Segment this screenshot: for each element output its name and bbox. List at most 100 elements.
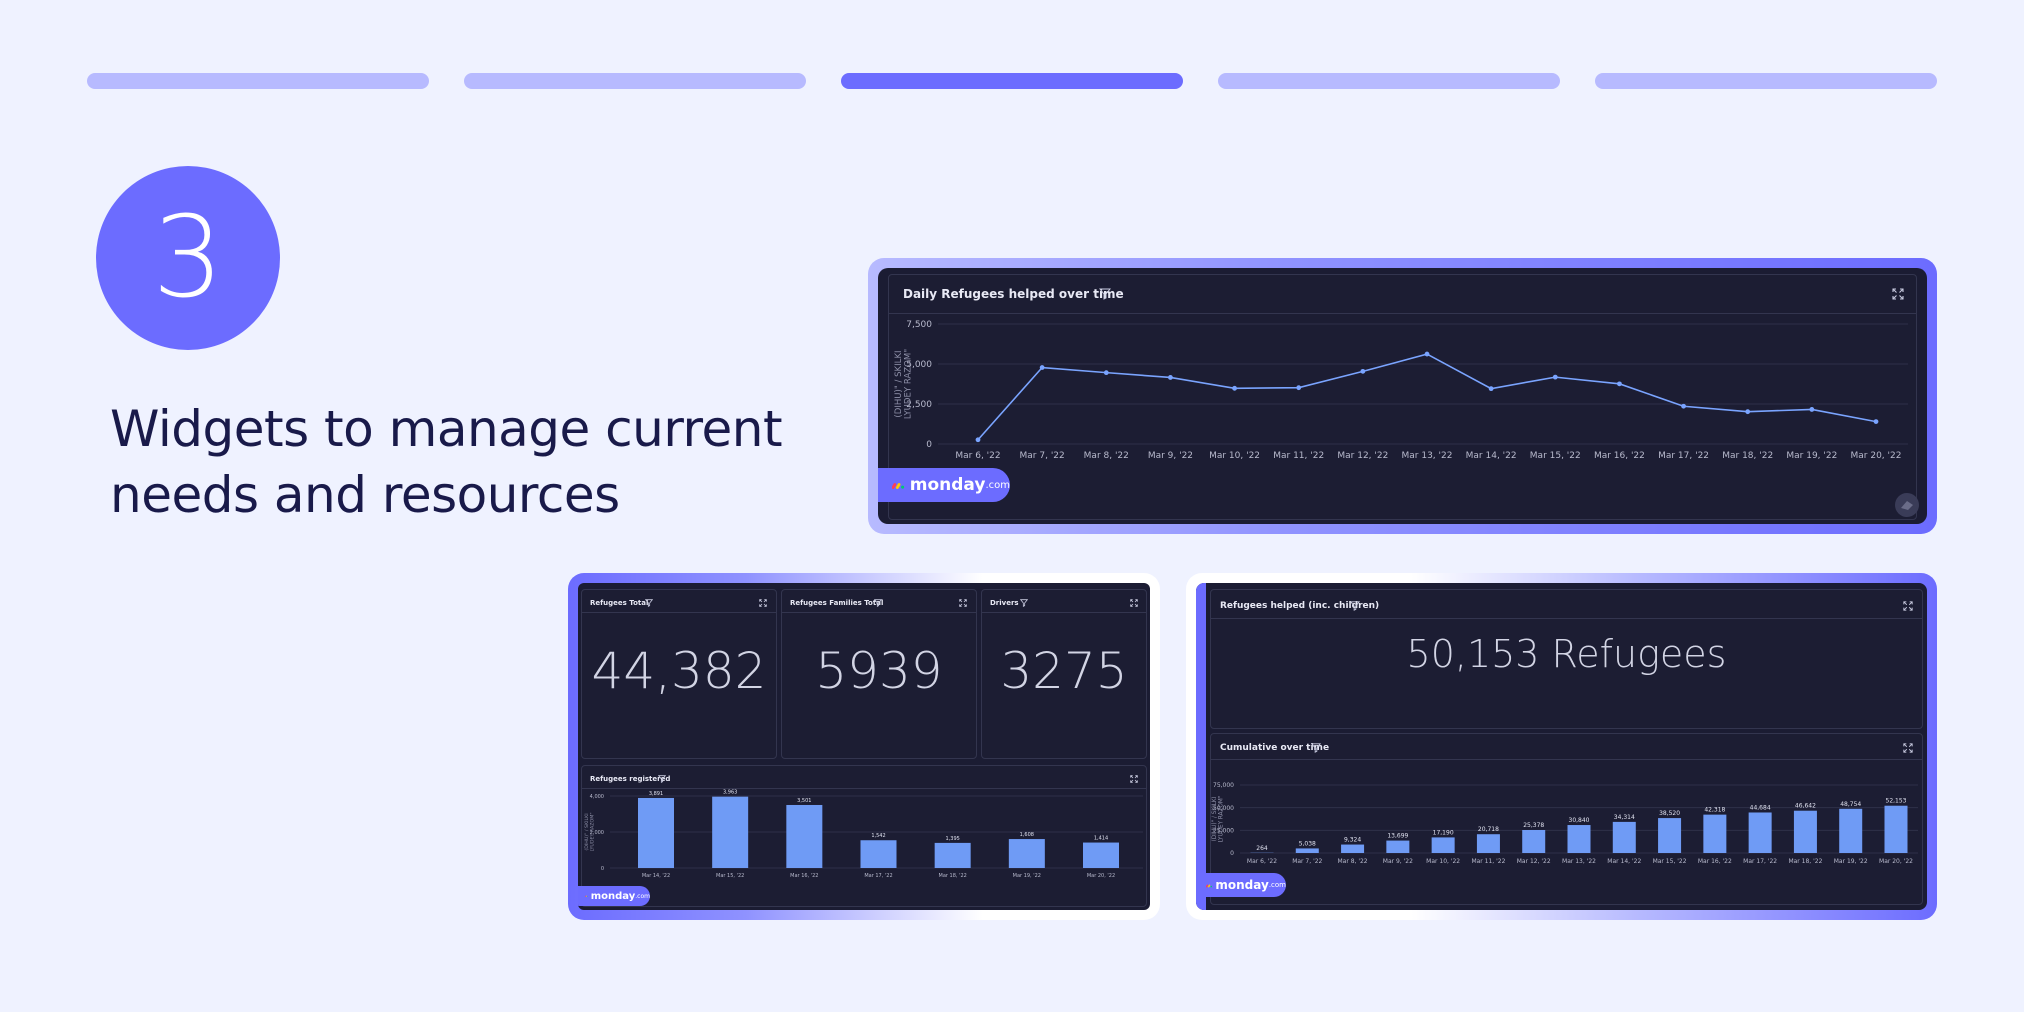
x-tick-label: Mar 11, '22 (1273, 451, 1324, 461)
y-tick-label: 50,000 (1213, 805, 1234, 812)
data-label: 1,395 (946, 836, 960, 842)
filter-icon[interactable] (1350, 601, 1360, 611)
stat-title-families-total: Refugees Families Total (790, 599, 884, 607)
data-label: 1,414 (1094, 836, 1108, 842)
x-tick-label: Mar 10, '22 (1426, 858, 1460, 865)
data-point (1488, 386, 1494, 392)
expand-icon[interactable] (1903, 601, 1913, 611)
registered-widget-card: Refugees registered (581, 765, 1147, 907)
expand-icon[interactable] (1892, 288, 1904, 300)
x-tick-label: Mar 10, '22 (1209, 451, 1260, 461)
daily-widget-title: Daily Refugees helped over time (903, 287, 1124, 301)
x-tick-label: Mar 8, '22 (1084, 451, 1129, 461)
bar (712, 796, 749, 868)
bar (1658, 818, 1682, 853)
x-tick-label: Mar 12, '22 (1337, 451, 1388, 461)
x-tick-label: Mar 16, '22 (790, 873, 818, 879)
y-tick-label: 0 (601, 866, 604, 872)
bar (1884, 805, 1908, 853)
x-tick-label: Mar 6, '22 (955, 451, 1000, 461)
y-axis-label: LYUDEY RAZOM" (1218, 795, 1224, 842)
data-point (1296, 385, 1302, 391)
bar (934, 842, 971, 868)
x-tick-label: Mar 17, '22 (864, 873, 892, 879)
data-point (1424, 351, 1430, 357)
x-tick-label: Mar 13, '22 (1562, 858, 1596, 865)
y-tick-label: 75,000 (1213, 782, 1234, 789)
expand-icon[interactable] (1130, 775, 1138, 783)
filter-icon[interactable] (1311, 743, 1321, 753)
x-tick-label: Mar 11, '22 (1471, 858, 1505, 865)
x-tick-label: Mar 20, '22 (1087, 873, 1115, 879)
filter-icon[interactable] (645, 599, 653, 607)
y-tick-label: 5,000 (906, 360, 932, 370)
headline: Widgets to manage current needs and reso… (110, 396, 790, 528)
daily-widget-frame: Daily Refugees helped over time 0 2,500 5,… (868, 258, 1937, 534)
monday-logo-badge: monday .com (1196, 873, 1286, 897)
progress-step-3-active (841, 73, 1183, 89)
headline-line-1: Widgets to manage current (110, 400, 783, 458)
bar (1522, 829, 1546, 853)
help-avatar-icon[interactable] (1894, 492, 1920, 518)
filter-icon[interactable] (1020, 599, 1028, 607)
data-point (1873, 419, 1879, 424)
x-tick-label: Mar 6, '22 (1247, 858, 1277, 865)
helped-widget-title: Refugees helped (inc. children) (1220, 601, 1380, 611)
progress-step-1 (87, 73, 429, 89)
data-label: 264 (1256, 845, 1268, 852)
x-tick-label: Mar 15, '22 (1653, 858, 1687, 865)
data-point (1552, 374, 1558, 380)
expand-icon[interactable] (1130, 599, 1138, 607)
data-label: 1,608 (1020, 832, 1034, 838)
x-tick-label: Mar 14, '22 (1466, 451, 1517, 461)
monday-logo-icon (1206, 884, 1213, 887)
bar (1476, 834, 1500, 853)
cumulative-bar-chart: 0 25,000 50,000 75,000 (DIHU)" / SKILKI LYUDE… (1212, 782, 1918, 865)
x-tick-label: Mar 14, '22 (642, 873, 670, 879)
y-tick-label: 2,000 (590, 830, 604, 836)
filter-icon[interactable] (874, 599, 882, 607)
stat-card-families-total: Refugees Families Total 5939 (781, 589, 977, 759)
daily-widget-card: Daily Refugees helped over time (888, 274, 1917, 520)
x-tick-label: Mar 16, '22 (1594, 451, 1645, 461)
helped-value: 50,153 Refugees (1406, 632, 1727, 676)
filter-icon[interactable] (658, 775, 666, 783)
x-tick-label: Mar 16, '22 (1698, 858, 1732, 865)
x-tick-label: Mar 19, '22 (1786, 451, 1837, 461)
bar (1386, 840, 1410, 853)
y-axis-label: LYUDEY RAZOM" (589, 812, 595, 851)
brand-suffix: .com (985, 479, 1010, 491)
x-tick-label: Mar 17, '22 (1658, 451, 1709, 461)
monday-logo-badge: monday .com (878, 468, 1010, 502)
x-tick-label: Mar 20, '22 (1851, 451, 1902, 461)
data-label: 20,718 (1478, 826, 1499, 833)
data-label: 30,840 (1569, 817, 1590, 824)
brand-name: monday (909, 475, 986, 495)
step-number: 3 (152, 193, 224, 323)
progress-step-2 (464, 73, 806, 89)
x-tick-label: Mar 20, '22 (1879, 858, 1913, 865)
data-label: 48,754 (1840, 801, 1861, 808)
x-tick-label: Mar 15, '22 (1530, 451, 1581, 461)
x-tick-label: Mar 9, '22 (1383, 858, 1413, 865)
y-tick-label: 25,000 (1213, 827, 1234, 834)
filter-icon[interactable] (1099, 288, 1111, 300)
expand-icon[interactable] (759, 599, 767, 607)
x-tick-label: Mar 19, '22 (1834, 858, 1868, 865)
expand-icon[interactable] (959, 599, 967, 607)
y-tick-label: 4,000 (590, 794, 604, 800)
data-label: 52,153 (1886, 798, 1907, 805)
bar (1567, 825, 1591, 853)
monday-logo-icon (892, 483, 905, 489)
y-axis-label: LYUDEY RAZOM" (903, 349, 913, 419)
data-label: 5,038 (1299, 840, 1316, 847)
bar (1295, 848, 1319, 853)
stat-card-drivers: Drivers 3275 (981, 589, 1147, 759)
expand-icon[interactable] (1903, 743, 1913, 753)
data-label: 3,891 (649, 791, 663, 797)
data-label: 17,190 (1433, 829, 1454, 836)
x-tick-label: Mar 8, '22 (1337, 858, 1367, 865)
x-tick-label: Mar 12, '22 (1517, 858, 1551, 865)
x-tick-label: Mar 18, '22 (1788, 858, 1822, 865)
data-label: 44,684 (1750, 804, 1771, 811)
